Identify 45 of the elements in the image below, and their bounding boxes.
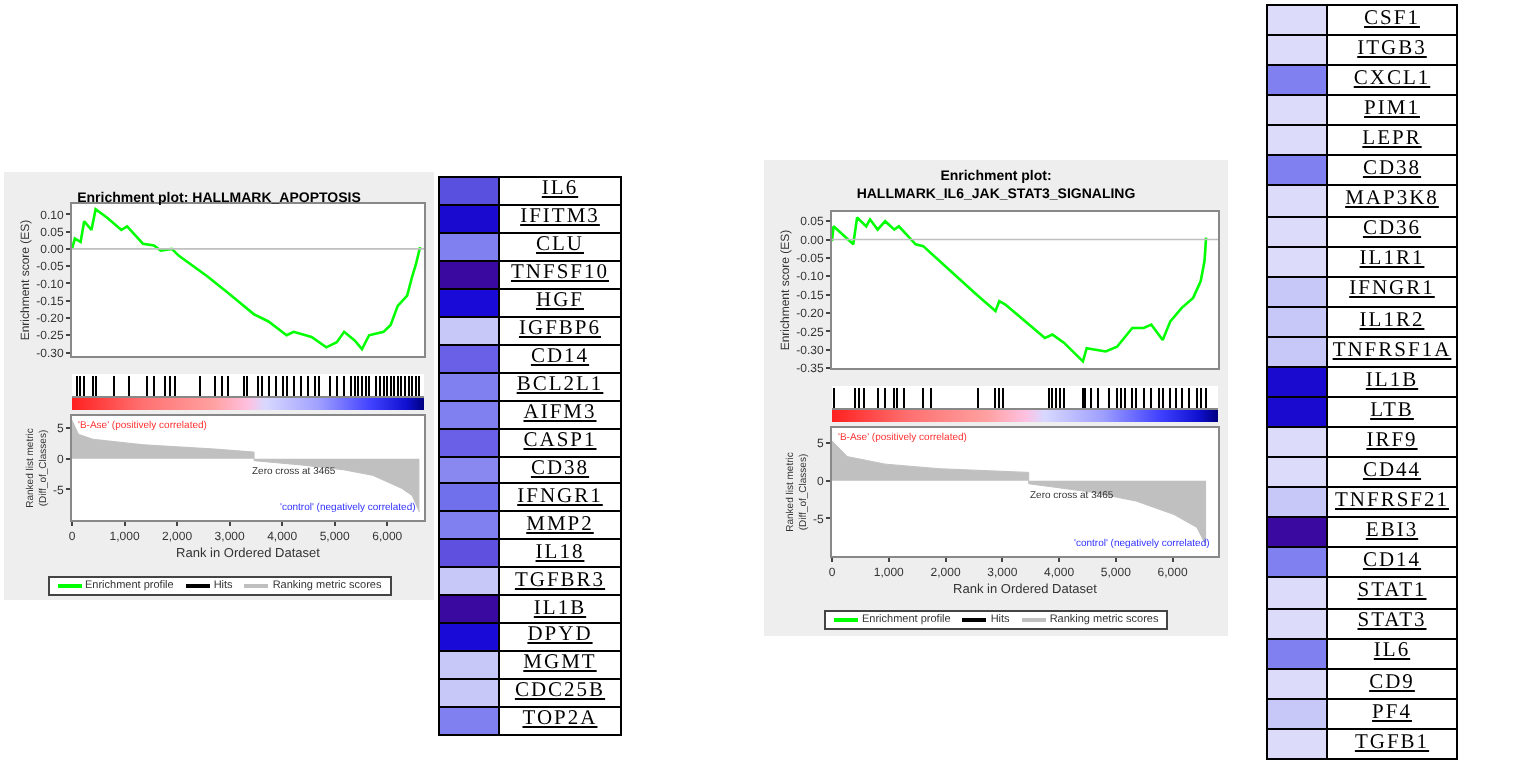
category-label: ITGB3 xyxy=(1355,36,1429,64)
category-label: PF4 xyxy=(1370,699,1414,728)
category-label: CD36 xyxy=(1360,217,1424,245)
category-label: IRF9 xyxy=(1364,428,1420,456)
category-label: DPYD xyxy=(525,624,595,651)
category-label: CD9 xyxy=(1367,669,1417,697)
category-label: LEPR xyxy=(1360,126,1424,155)
category-label: IL1R2 xyxy=(1357,307,1427,336)
category-label: IFNGR1 xyxy=(1347,277,1437,305)
category-label: IGFBP6 xyxy=(516,317,603,344)
category-label: AIFM3 xyxy=(521,401,599,428)
category-label: CXCL1 xyxy=(1351,66,1433,94)
category-label: IL1R1 xyxy=(1357,247,1427,275)
category-label: LTB xyxy=(1368,398,1416,426)
category-label: HGF xyxy=(533,289,586,316)
category-label: STAT1 xyxy=(1355,578,1429,607)
category-label: MAP3K8 xyxy=(1343,186,1441,215)
category-label: MMP2 xyxy=(524,512,596,539)
category-label: CD44 xyxy=(1360,458,1424,486)
category-label: TNFRSF1A xyxy=(1330,337,1454,366)
category-label: TNFRSF21 xyxy=(1332,488,1452,517)
category-label: IL6 xyxy=(1371,639,1413,667)
category-label: PIM1 xyxy=(1362,96,1422,125)
category-label: CDC25B xyxy=(512,680,608,707)
category-label: CLU xyxy=(534,233,586,260)
category-label: TOP2A xyxy=(520,708,600,735)
category-label: IFNGR1 xyxy=(515,484,605,511)
category-label: CD14 xyxy=(1360,548,1424,577)
category-label: CD38 xyxy=(1360,156,1424,185)
category-label: CD14 xyxy=(528,345,592,372)
category-label: BCL2L1 xyxy=(514,373,606,400)
category-label: STAT3 xyxy=(1355,609,1429,637)
category-label: CD38 xyxy=(528,457,592,483)
category-label: IFITM3 xyxy=(518,205,602,232)
category-label: IL1B xyxy=(1363,367,1421,396)
category-label: MGMT xyxy=(521,652,599,679)
category-label: IL18 xyxy=(533,540,587,567)
category-label: TNFSF10 xyxy=(508,261,611,288)
category-label: IL6 xyxy=(539,178,581,204)
category-label: CSF1 xyxy=(1362,6,1422,34)
category-label: IL1B xyxy=(531,596,589,623)
category-label: TGFBR3 xyxy=(512,568,608,595)
category-label: CASP1 xyxy=(521,429,599,456)
category-label: TGFB1 xyxy=(1352,729,1432,758)
category-label: EBI3 xyxy=(1363,518,1421,547)
